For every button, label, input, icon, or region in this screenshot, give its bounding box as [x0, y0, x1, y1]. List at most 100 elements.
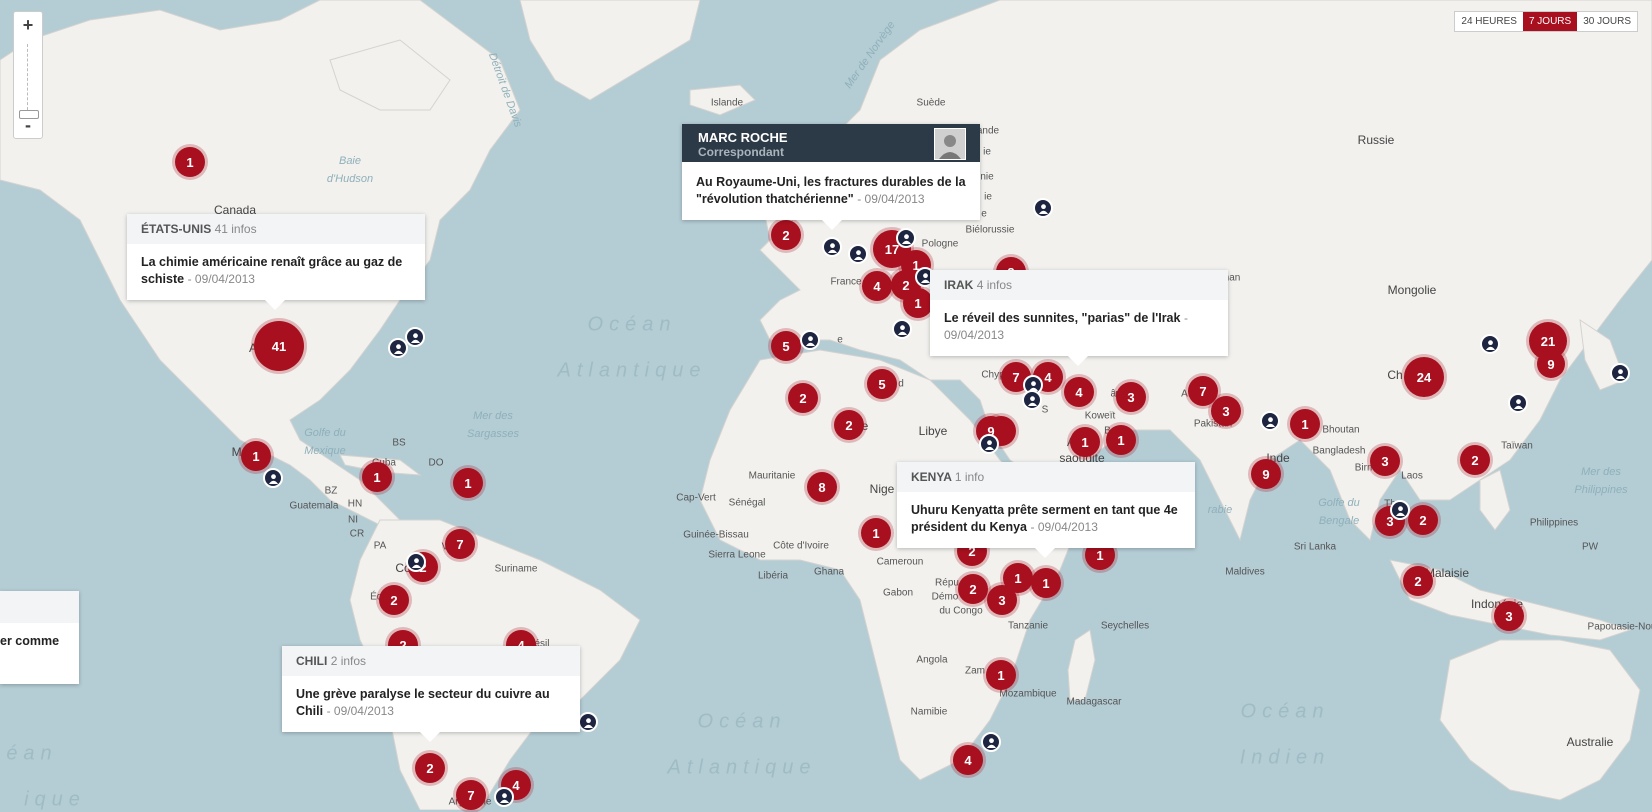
popup-headline-link[interactable]: Le réveil des sunnites, "parias" de l'Ir… — [944, 311, 1181, 325]
popup-headline-link[interactable]: er comme — [0, 634, 60, 648]
news-cluster-marker[interactable]: 1 — [903, 288, 933, 318]
correspondent-pin-icon[interactable] — [1508, 393, 1528, 413]
popup-count: 41 infos — [214, 222, 257, 236]
news-cluster-marker[interactable]: 1 — [175, 147, 205, 177]
news-cluster-marker[interactable]: 4 — [862, 271, 892, 301]
news-cluster-marker[interactable]: 2 — [1460, 445, 1490, 475]
zoom-slider-handle[interactable] — [19, 110, 39, 119]
news-cluster-marker[interactable]: 4 — [1064, 377, 1094, 407]
popup-date: - 09/04/2013 — [857, 192, 925, 206]
popup-irak[interactable]: IRAK 4 infos Le réveil des sunnites, "pa… — [930, 270, 1228, 366]
news-cluster-marker[interactable]: 1 — [1070, 427, 1100, 457]
popup-body: Au Royaume-Uni, les fractures durables d… — [682, 162, 980, 220]
news-cluster-marker[interactable]: 8 — [807, 472, 837, 502]
news-cluster-marker[interactable]: 2 — [1408, 505, 1438, 535]
popup-kenya[interactable]: KENYA 1 info Uhuru Kenyatta prête sermen… — [897, 462, 1195, 558]
indonesia-land — [1389, 559, 1632, 641]
popup-correspondent[interactable]: MARC ROCHE Correspondant Au Royaume-Uni,… — [682, 124, 980, 230]
news-cluster-marker[interactable]: 3 — [1116, 382, 1146, 412]
news-cluster-marker[interactable]: 1 — [453, 468, 483, 498]
correspondent-pin-icon[interactable] — [494, 787, 514, 807]
correspondent-pin-icon[interactable] — [1260, 411, 1280, 431]
news-cluster-marker[interactable]: 24 — [1404, 357, 1444, 397]
correspondent-pin-icon[interactable] — [578, 712, 598, 732]
zoom-track[interactable] — [27, 44, 30, 110]
news-cluster-marker[interactable]: 1 — [241, 441, 271, 471]
ocean-pacifique-1: éan — [6, 742, 58, 765]
correspondent-pin-icon[interactable] — [822, 237, 842, 257]
correspondent-pin-icon[interactable] — [405, 327, 425, 347]
popup-headline-link[interactable]: La chimie américaine renaît grâce au gaz… — [141, 255, 403, 286]
ocean-atlantique-nord-2: Atlantique — [557, 359, 707, 382]
news-cluster-marker[interactable]: 41 — [254, 321, 304, 371]
zoom-out-button[interactable]: - — [25, 115, 31, 135]
news-cluster-marker[interactable]: 4 — [953, 745, 983, 775]
news-cluster-marker[interactable]: 1 — [1290, 409, 1320, 439]
popup-body: Le réveil des sunnites, "parias" de l'Ir… — [930, 300, 1228, 356]
correspondent-pin-icon[interactable] — [848, 244, 868, 264]
ocean-atlantique-nord-1: Océan — [587, 313, 677, 336]
news-cluster-marker[interactable]: 2 — [788, 383, 818, 413]
filter-24h-button[interactable]: 24 HEURES — [1461, 16, 1517, 27]
popup-headline-link[interactable]: Au Royaume-Uni, les fractures durables d… — [696, 175, 966, 206]
popup-arrow — [420, 732, 440, 742]
correspondent-pin-icon[interactable] — [892, 319, 912, 339]
news-cluster-marker[interactable]: 1 — [1106, 425, 1136, 455]
news-cluster-marker[interactable]: 2 — [415, 753, 445, 783]
correspondent-pin-icon[interactable] — [1390, 500, 1410, 520]
popup-chili[interactable]: CHILI 2 infos Une grève paralyse le sect… — [282, 646, 580, 742]
correspondent-pin-icon[interactable] — [388, 338, 408, 358]
news-cluster-marker[interactable]: 5 — [867, 369, 897, 399]
popup-header: CHILI 2 infos — [282, 646, 580, 676]
correspondent-pin-icon[interactable] — [406, 552, 426, 572]
iceland-land — [689, 84, 756, 116]
popup-header: ÉTATS-UNIS 41 infos — [127, 214, 425, 244]
correspondent-pin-icon[interactable] — [979, 434, 999, 454]
popup-partial[interactable]: er comme — [0, 591, 79, 684]
correspondent-pin-icon[interactable] — [1610, 363, 1630, 383]
zoom-control: + - — [13, 11, 43, 139]
popup-headline-link[interactable]: Uhuru Kenyatta prête serment en tant que… — [911, 503, 1178, 534]
news-cluster-marker[interactable]: 3 — [1494, 601, 1524, 631]
filter-7j-button[interactable]: 7 JOURS — [1522, 12, 1578, 31]
popup-country: KENYA — [911, 470, 952, 484]
popup-count: 2 infos — [330, 654, 367, 668]
correspondent-pin-icon[interactable] — [896, 228, 916, 248]
popup-arrow — [1068, 356, 1088, 366]
correspondent-pin-icon[interactable] — [981, 732, 1001, 752]
news-cluster-marker[interactable]: 2 — [834, 410, 864, 440]
correspondent-pin-icon[interactable] — [800, 330, 820, 350]
correspondent-pin-icon[interactable] — [1022, 390, 1042, 410]
news-cluster-marker[interactable]: 2 — [771, 220, 801, 250]
zoom-in-button[interactable]: + — [22, 15, 34, 35]
news-cluster-marker[interactable]: 9 — [1537, 350, 1565, 378]
correspondent-pin-icon[interactable] — [1480, 334, 1500, 354]
popup-date: - 09/04/2013 — [944, 311, 1188, 342]
correspondent-pin-icon[interactable] — [263, 468, 283, 488]
news-cluster-marker[interactable]: 1 — [861, 518, 891, 548]
filter-30j-button[interactable]: 30 JOURS — [1583, 16, 1631, 27]
correspondent-pin-icon[interactable] — [1033, 198, 1053, 218]
news-cluster-marker[interactable]: 7 — [456, 780, 486, 810]
news-cluster-marker[interactable]: 2 — [379, 585, 409, 615]
news-cluster-marker[interactable]: 3 — [1370, 446, 1400, 476]
philippines-land — [1479, 469, 1511, 531]
news-cluster-marker[interactable]: 2 — [958, 574, 988, 604]
news-cluster-marker[interactable]: 3 — [1211, 396, 1241, 426]
popup-headline-link[interactable]: Une grève paralyse le secteur du cuivre … — [296, 687, 550, 718]
arctic-islands — [329, 39, 451, 111]
popup-usa[interactable]: ÉTATS-UNIS 41 infos La chimie américaine… — [127, 214, 425, 310]
news-cluster-marker[interactable]: 1 — [986, 660, 1016, 690]
news-cluster-marker[interactable]: 1 — [362, 462, 392, 492]
news-cluster-marker[interactable]: 2 — [1403, 566, 1433, 596]
sea-arabie: rabie — [1207, 504, 1233, 516]
news-cluster-marker[interactable]: 9 — [1251, 459, 1281, 489]
news-cluster-marker[interactable]: 7 — [445, 529, 475, 559]
sea-golfe-bengale: Golfe du Bengale — [1318, 497, 1360, 527]
news-cluster-marker[interactable]: 5 — [771, 331, 801, 361]
ocean-atlantique-sud-1: Océan — [697, 710, 787, 733]
news-cluster-marker[interactable]: 1 — [1031, 568, 1061, 598]
popup-arrow — [265, 300, 285, 310]
news-cluster-marker[interactable]: 1 — [1003, 563, 1033, 593]
